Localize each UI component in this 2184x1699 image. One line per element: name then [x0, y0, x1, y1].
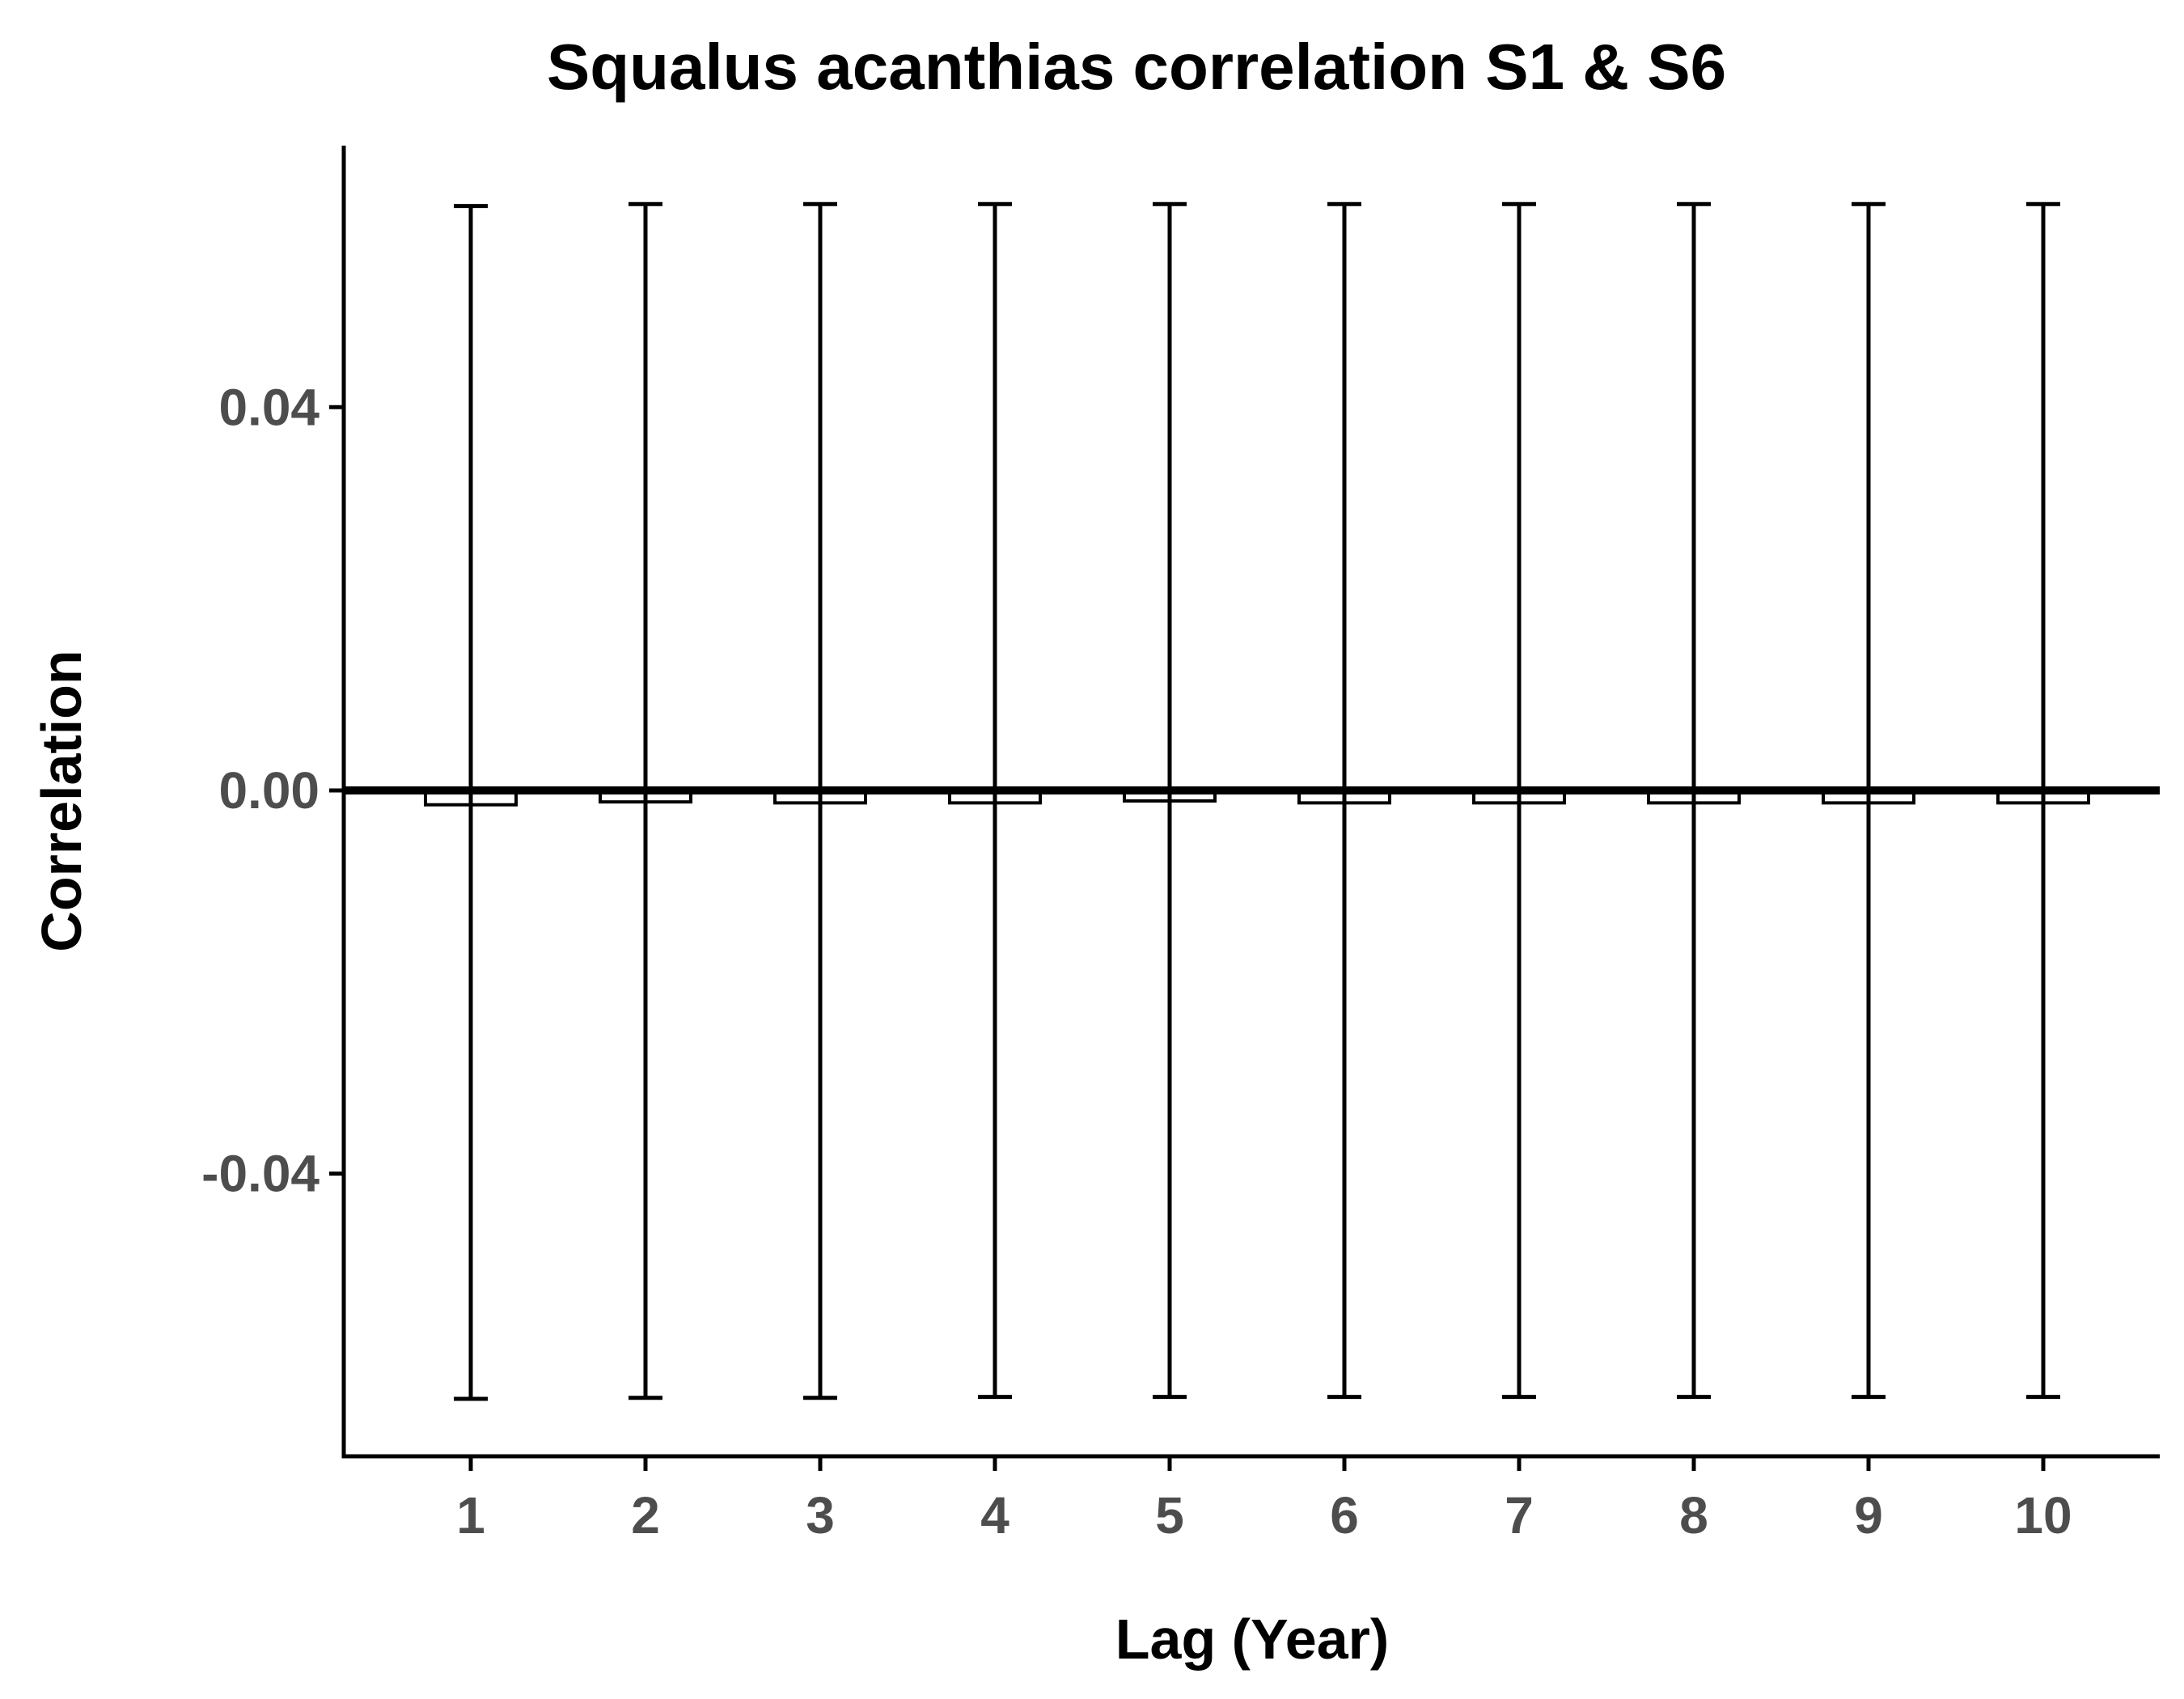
x-ticks-group: 1 2 3 4 5 6 7 8 9 10: [456, 1456, 2072, 1544]
x-tick-label-8: 8: [1679, 1486, 1708, 1544]
x-tick-label-7: 7: [1505, 1486, 1534, 1544]
x-axis-title: Lag (Year): [1115, 1608, 1389, 1671]
x-tick-label-4: 4: [980, 1486, 1009, 1544]
x-tick-label-3: 3: [806, 1486, 835, 1544]
y-axis-title: Correlation: [30, 650, 93, 951]
x-tick-label-2: 2: [631, 1486, 660, 1544]
x-tick-label-5: 5: [1155, 1486, 1184, 1544]
y-ticks-group: -0.04 0.00 0.04: [201, 378, 344, 1203]
y-tick-label-1: 0.00: [218, 761, 320, 820]
x-tick-label-1: 1: [456, 1486, 485, 1544]
y-tick-label-0: -0.04: [201, 1145, 320, 1203]
x-tick-label-6: 6: [1330, 1486, 1359, 1544]
y-tick-label-2: 0.04: [218, 378, 320, 436]
x-tick-label-10: 10: [2014, 1486, 2072, 1544]
x-tick-label-9: 9: [1854, 1486, 1883, 1544]
errorbars-group: [454, 201, 2060, 1401]
chart-title: Squalus acanthias correlation S1 & S6: [547, 31, 1726, 103]
